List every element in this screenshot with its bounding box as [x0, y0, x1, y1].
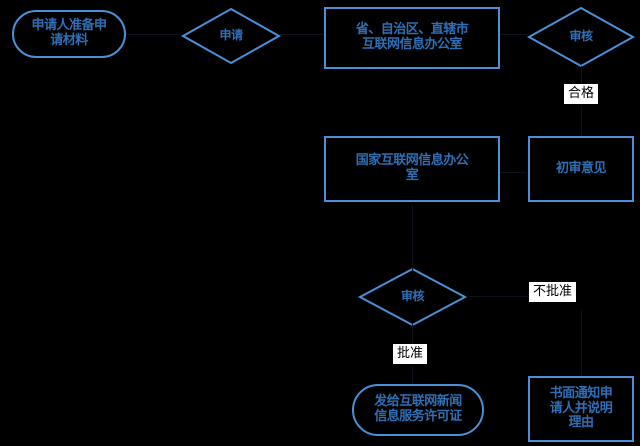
connector-prepare-to-apply [126, 34, 182, 35]
connector-national-to-review2 [412, 204, 413, 272]
connector-opinion-to-national [500, 172, 526, 173]
edge-label-not-approved: 不批准 [529, 282, 577, 303]
node-provincial-office[interactable]: 省、自治区、直辖市 互联网信息办公室 [324, 7, 500, 69]
node-applicant-prepare[interactable]: 申请人准备申 请材料 [12, 10, 126, 58]
connector-notapproved-to-notice [581, 310, 582, 376]
node-review-second[interactable]: 审核 [357, 267, 468, 327]
connector-apply-to-provincial [280, 34, 324, 35]
connector-review2-to-notapproved [466, 296, 528, 297]
edge-label-approved-text: 批准 [397, 346, 424, 361]
connector-approved-to-license [412, 366, 413, 384]
node-national-office-label: 国家互联网信息办公 室 [355, 153, 469, 183]
edge-label-approved: 批准 [393, 344, 428, 365]
connector-review2-to-approved [412, 324, 413, 344]
node-review-first-label: 审核 [569, 29, 593, 44]
node-review-second-label: 审核 [400, 289, 425, 304]
node-issue-license[interactable]: 发给互联网新闻 信息服务许可证 [352, 384, 484, 436]
connector-provincial-to-review1 [500, 34, 528, 35]
edge-label-qualified-text: 合格 [568, 86, 595, 101]
node-preliminary-opinion-label: 初审意见 [555, 160, 607, 176]
edge-label-qualified: 合格 [564, 84, 599, 105]
node-applicant-prepare-label: 申请人准备申 请材料 [31, 18, 107, 48]
node-issue-license-label: 发给互联网新闻 信息服务许可证 [374, 394, 462, 424]
node-written-notice-label: 书面通知申 请人并说明 理由 [549, 386, 613, 431]
node-written-notice[interactable]: 书面通知申 请人并说明 理由 [528, 376, 634, 442]
node-provincial-office-label: 省、自治区、直辖市 互联网信息办公室 [355, 22, 469, 52]
node-review-first[interactable]: 审核 [526, 6, 636, 68]
node-national-office[interactable]: 国家互联网信息办公 室 [324, 136, 500, 202]
node-apply-label: 申请 [219, 28, 243, 43]
connector-qualified-to-opinion [581, 106, 582, 136]
node-apply[interactable]: 申请 [180, 7, 282, 65]
edge-label-not-approved-text: 不批准 [533, 284, 573, 299]
diamond-shape-apply [180, 7, 282, 65]
node-preliminary-opinion[interactable]: 初审意见 [528, 136, 634, 202]
connector-review1-to-qualified [581, 66, 582, 88]
